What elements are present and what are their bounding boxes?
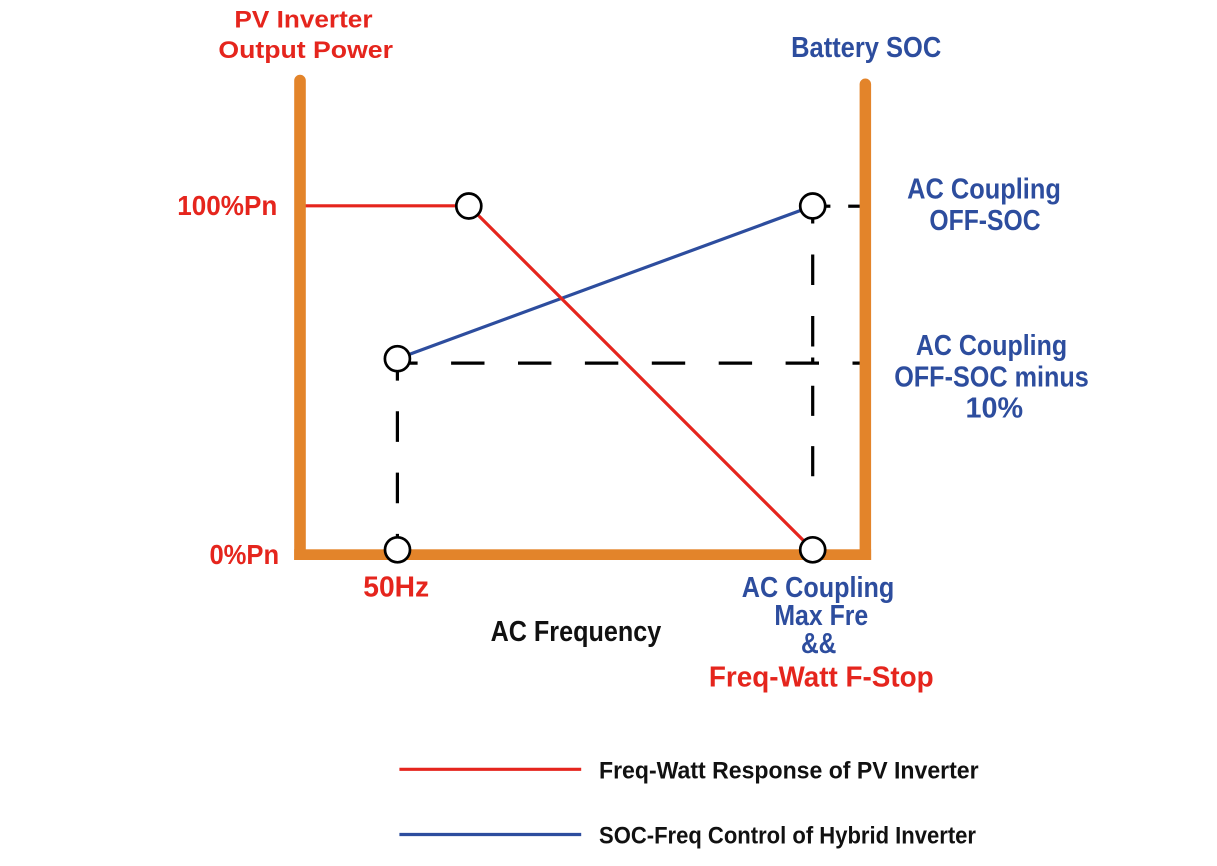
svg-text:SOC-Freq Control of Hybrid Inv: SOC-Freq Control of Hybrid Inverter	[599, 822, 976, 849]
svg-text:OFF-SOC minus: OFF-SOC minus	[894, 361, 1089, 393]
svg-text:Battery SOC: Battery SOC	[791, 32, 941, 64]
svg-text:AC Coupling: AC Coupling	[742, 572, 894, 604]
svg-text:50Hz: 50Hz	[363, 571, 429, 603]
svg-text:Max Fre: Max Fre	[774, 600, 868, 632]
svg-text:100%Pn: 100%Pn	[177, 190, 277, 221]
svg-text:Freq-Watt F-Stop: Freq-Watt F-Stop	[709, 662, 934, 694]
svg-text:&&: &&	[801, 628, 837, 660]
svg-text:AC Frequency: AC Frequency	[491, 616, 662, 648]
svg-text:Output Power: Output Power	[218, 37, 393, 64]
svg-text:10%: 10%	[966, 393, 1024, 425]
svg-text:PV Inverter: PV Inverter	[234, 7, 372, 34]
svg-text:Freq-Watt Response of PV Inver: Freq-Watt Response of PV Inverter	[599, 757, 979, 784]
svg-text:0%Pn: 0%Pn	[209, 539, 279, 570]
svg-text:OFF-SOC: OFF-SOC	[929, 205, 1040, 237]
svg-text:AC Coupling: AC Coupling	[916, 330, 1067, 362]
svg-text:AC Coupling: AC Coupling	[907, 173, 1061, 205]
